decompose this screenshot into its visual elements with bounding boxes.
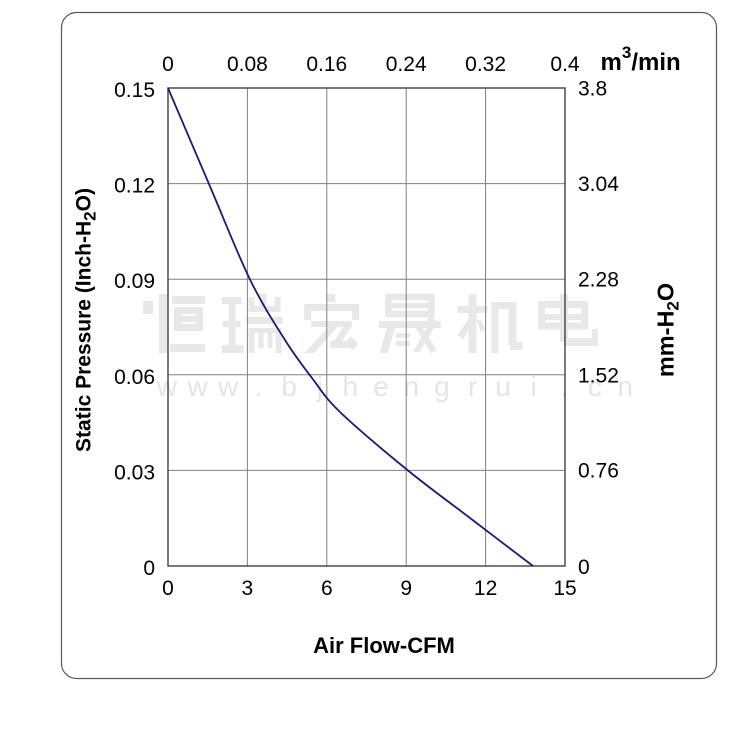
svg-text:w: w bbox=[217, 371, 239, 402]
svg-text:g: g bbox=[434, 371, 450, 402]
svg-text:n: n bbox=[617, 371, 633, 402]
svg-text:b: b bbox=[281, 371, 297, 402]
svg-text:0.12: 0.12 bbox=[114, 175, 155, 198]
svg-text:0.03: 0.03 bbox=[114, 461, 155, 484]
svg-text:h: h bbox=[343, 371, 359, 402]
svg-text:c: c bbox=[588, 371, 602, 402]
svg-text:n: n bbox=[404, 371, 420, 402]
svg-text:0.06: 0.06 bbox=[114, 366, 155, 389]
svg-text:0.08: 0.08 bbox=[227, 53, 268, 76]
svg-text:w: w bbox=[156, 371, 178, 402]
svg-text:.: . bbox=[560, 371, 568, 402]
svg-text:0.4: 0.4 bbox=[550, 53, 580, 76]
svg-text:2.28: 2.28 bbox=[578, 269, 619, 292]
svg-text:0: 0 bbox=[162, 577, 174, 600]
svg-text:3.04: 3.04 bbox=[578, 173, 619, 196]
svg-text:Static Pressure (Inch-H2O): Static Pressure (Inch-H2O) bbox=[73, 188, 100, 452]
svg-text:Air Flow-CFM: Air Flow-CFM bbox=[313, 633, 455, 658]
svg-text:w: w bbox=[186, 371, 208, 402]
svg-text:3: 3 bbox=[242, 577, 254, 600]
svg-text:0: 0 bbox=[162, 53, 174, 76]
svg-text:0.76: 0.76 bbox=[578, 459, 619, 482]
svg-text:mm-H2O: mm-H2O bbox=[653, 283, 683, 377]
svg-text:r: r bbox=[468, 371, 477, 402]
svg-text:0.24: 0.24 bbox=[386, 53, 427, 76]
svg-text:.: . bbox=[255, 371, 263, 402]
svg-text:m3/min: m3/min bbox=[601, 43, 681, 76]
svg-text:9: 9 bbox=[400, 577, 412, 600]
svg-text:0.32: 0.32 bbox=[465, 53, 506, 76]
svg-text:u: u bbox=[495, 371, 511, 402]
svg-text:0: 0 bbox=[578, 556, 590, 579]
svg-text:i: i bbox=[530, 371, 536, 402]
svg-text:0.16: 0.16 bbox=[306, 53, 347, 76]
svg-text:1.52: 1.52 bbox=[578, 364, 619, 387]
svg-text:6: 6 bbox=[321, 577, 333, 600]
svg-text:12: 12 bbox=[474, 577, 497, 600]
svg-text:3.8: 3.8 bbox=[578, 78, 607, 101]
svg-text:0.15: 0.15 bbox=[114, 79, 155, 102]
svg-text:15: 15 bbox=[553, 577, 576, 600]
svg-text:0: 0 bbox=[143, 557, 155, 580]
svg-text:0.09: 0.09 bbox=[114, 270, 155, 293]
svg-text:e: e bbox=[373, 371, 389, 402]
